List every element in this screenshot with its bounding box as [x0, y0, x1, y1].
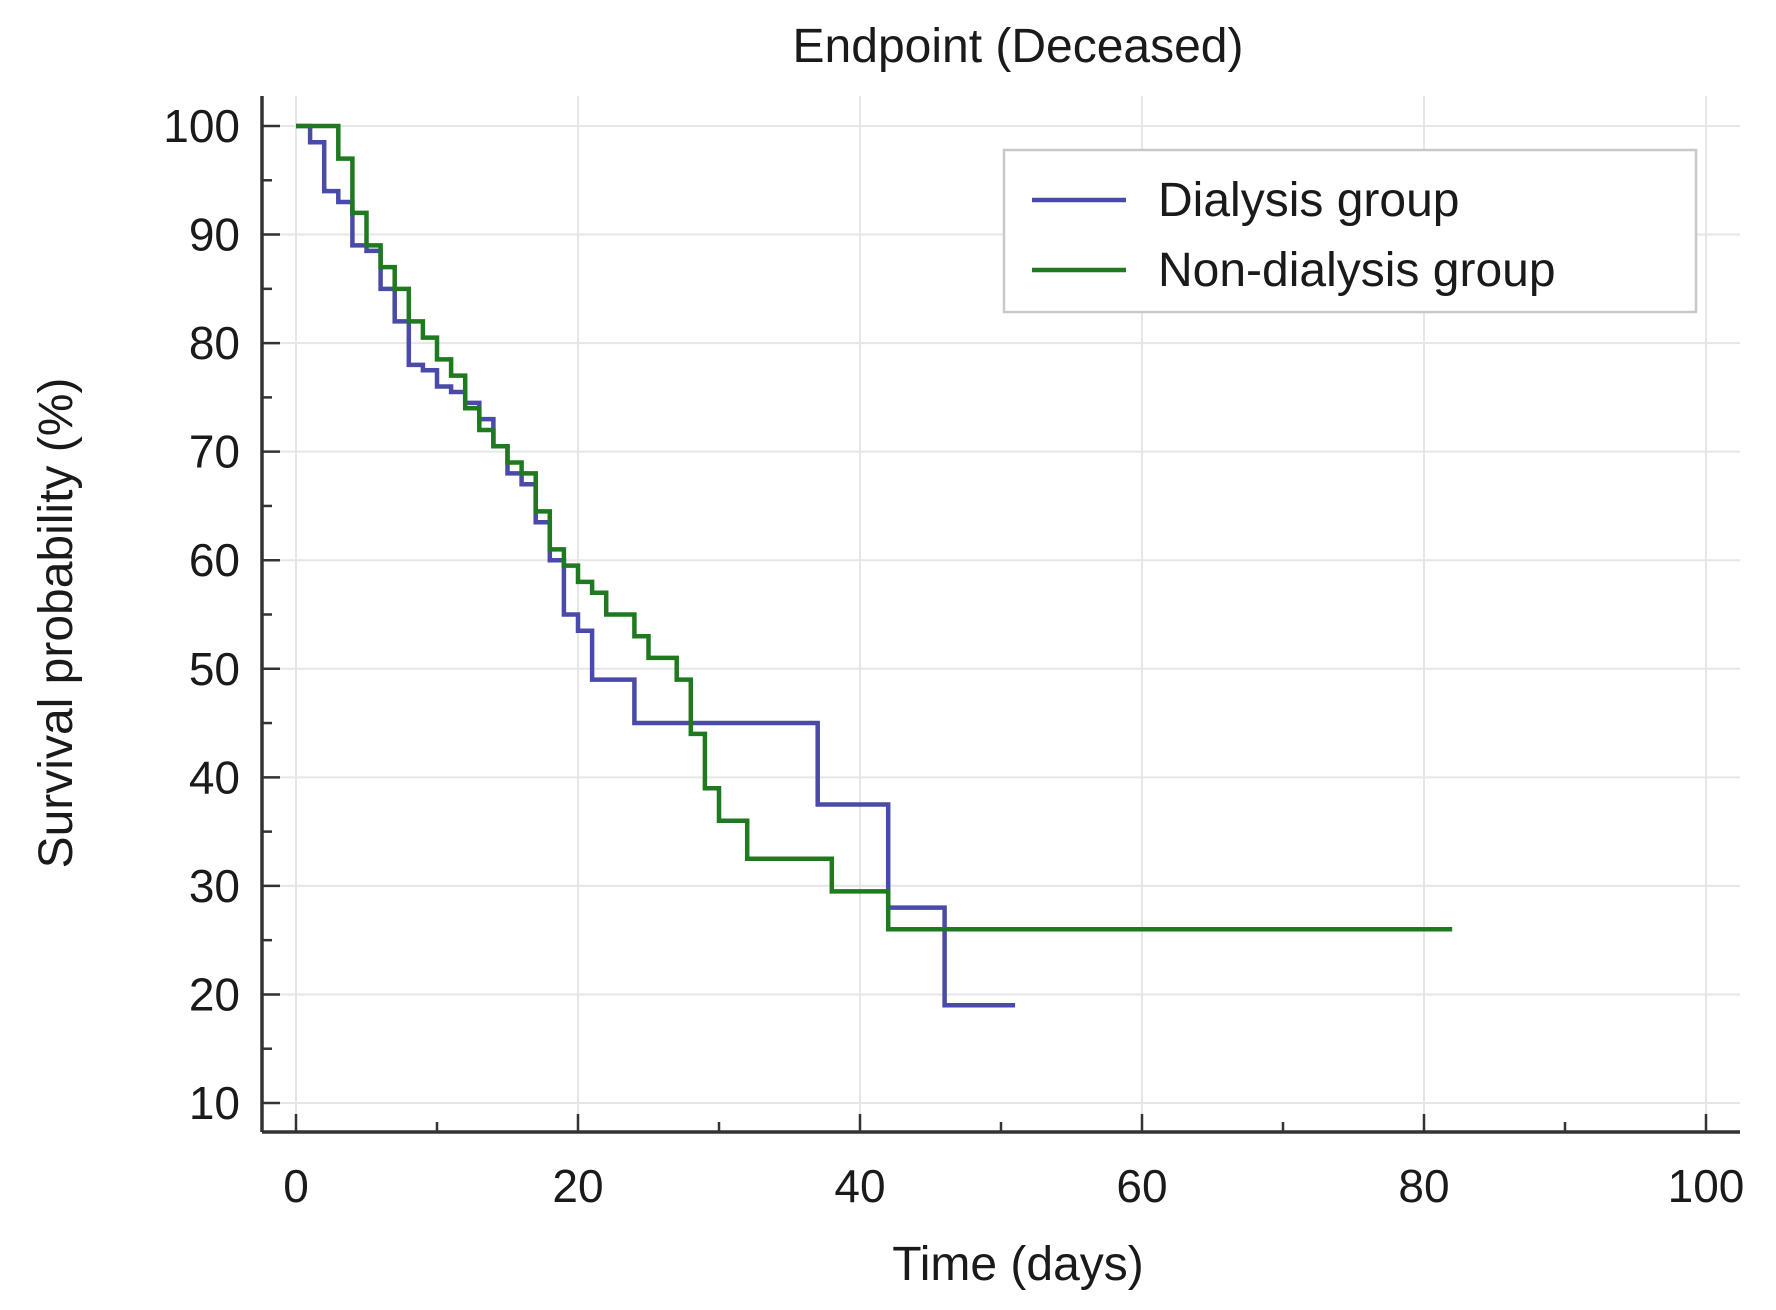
x-tick-label: 40	[834, 1160, 885, 1212]
y-tick-label: 60	[189, 534, 240, 586]
grid-lines	[262, 96, 1740, 1132]
legend-label-dialysis: Dialysis group	[1158, 174, 1459, 227]
y-tick-label: 40	[189, 751, 240, 803]
y-axis-title: Survival probability (%)	[30, 378, 83, 869]
y-tick-label: 30	[189, 860, 240, 912]
y-tick-label: 50	[189, 643, 240, 695]
series-line-dialysis	[296, 123, 1016, 1008]
y-tick-label: 80	[189, 317, 240, 369]
x-tick-label: 80	[1398, 1160, 1449, 1212]
y-tick-label: 90	[189, 209, 240, 261]
y-tick-label: 70	[189, 426, 240, 478]
legend-box	[1002, 148, 1698, 314]
series-layer	[296, 123, 1453, 1008]
y-tick-label: 20	[189, 968, 240, 1020]
legend-label-non-dialysis: Non-dialysis group	[1158, 244, 1556, 297]
x-tick-label: 20	[552, 1160, 603, 1212]
chart-title: Endpoint (Deceased)	[793, 20, 1244, 73]
legend: Dialysis group Non-dialysis group	[1002, 148, 1698, 314]
x-axis-title: Time (days)	[892, 1238, 1144, 1291]
y-tick-label: 10	[189, 1077, 240, 1129]
x-tick-label: 60	[1116, 1160, 1167, 1212]
tick-labels: 0 20 40 60 80 100 10 20 30 40 50 60 70 80 90 100	[163, 100, 1744, 1212]
x-tick-label: 100	[1668, 1160, 1745, 1212]
series-line-non-dialysis	[296, 123, 1453, 932]
x-tick-label: 0	[283, 1160, 309, 1212]
y-tick-label: 100	[163, 100, 240, 152]
axes	[260, 96, 1740, 1134]
